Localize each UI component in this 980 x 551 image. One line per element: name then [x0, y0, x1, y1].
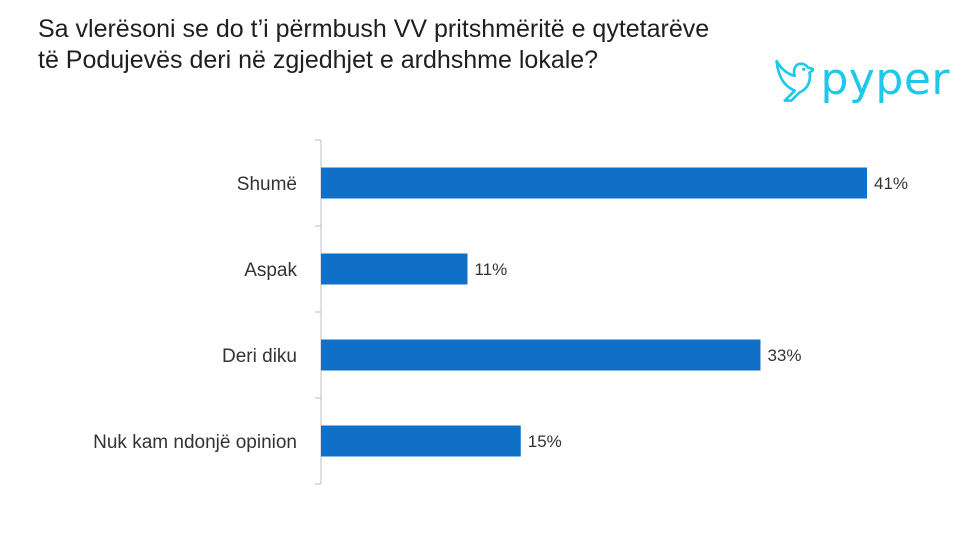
bar-3 — [321, 425, 521, 457]
value-label: 15% — [528, 432, 562, 451]
bar-2 — [321, 339, 761, 371]
logo-text: pyper — [820, 54, 950, 105]
chart-title: Sa vlerësoni se do t’i përmbush VV prits… — [38, 15, 710, 74]
category-label: Nuk kam ndonjë opinion — [93, 432, 297, 453]
category-label: Shumë — [237, 174, 297, 195]
bird-icon — [775, 59, 815, 102]
value-label: 33% — [767, 346, 801, 365]
category-label: Deri diku — [222, 346, 297, 367]
pyper-logo: pyper — [770, 50, 950, 110]
bar-0 — [321, 167, 867, 199]
value-label: 11% — [474, 260, 507, 279]
category-label: Aspak — [244, 260, 297, 281]
value-label: 41% — [874, 174, 908, 193]
bar-1 — [321, 253, 468, 285]
